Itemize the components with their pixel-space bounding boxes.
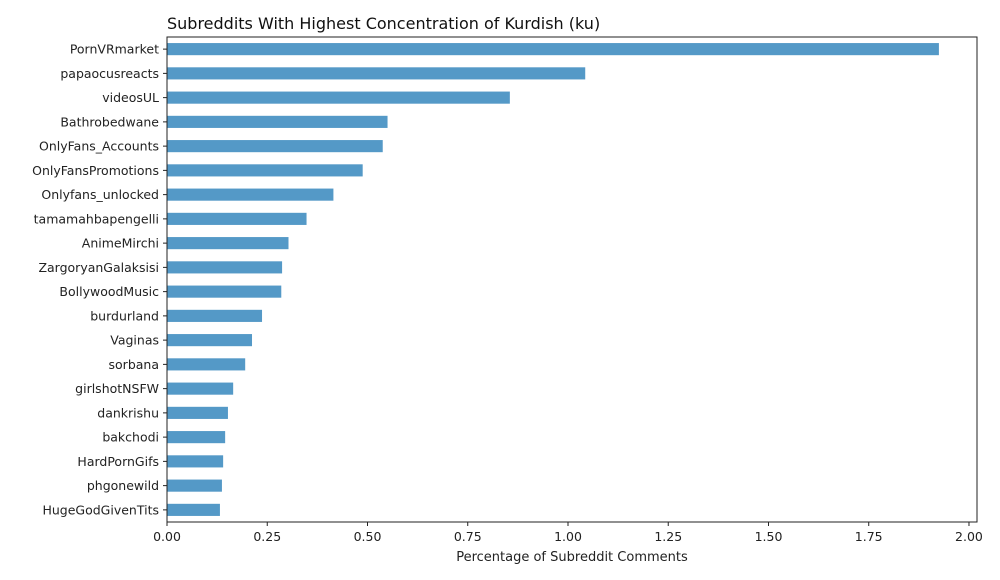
x-tick-label: 1.00 xyxy=(554,529,582,544)
y-tick-label: PornVRmarket xyxy=(70,42,159,57)
bar-HardPornGifs xyxy=(167,455,224,468)
y-tick-label: papaocusreacts xyxy=(60,66,159,81)
x-tick-label: 1.25 xyxy=(654,529,682,544)
y-tick-label: sorbana xyxy=(109,357,159,372)
y-tick-label: ZargoryanGalaksisi xyxy=(38,260,159,275)
bar-sorbana xyxy=(167,358,246,371)
bar-dankrishu xyxy=(167,406,228,419)
chart-title: Subreddits With Highest Concentration of… xyxy=(167,14,600,33)
x-tick-label: 2.00 xyxy=(955,529,983,544)
bar-papaocusreacts xyxy=(167,67,586,80)
y-tick-label: dankrishu xyxy=(97,405,159,420)
y-tick-label: burdurland xyxy=(90,308,159,323)
y-tick-label: AnimeMirchi xyxy=(82,236,159,251)
x-axis-title: Percentage of Subreddit Comments xyxy=(456,550,688,565)
y-tick-label: Bathrobedwane xyxy=(60,114,159,129)
bar-Bathrobedwane xyxy=(167,115,388,128)
y-tick-label: Onlyfans_unlocked xyxy=(41,187,159,202)
y-tick-label: HugeGodGivenTits xyxy=(42,502,159,517)
y-tick-label: bakchodi xyxy=(102,430,159,445)
bar-tamamahbapengelli xyxy=(167,212,307,225)
y-axis-ticks: PornVRmarket papaocusreacts videosUL Bathro… xyxy=(32,42,167,517)
bar-AnimeMirchi xyxy=(167,237,289,250)
bar-PornVRmarket xyxy=(167,43,939,56)
x-tick-label: 0.50 xyxy=(354,529,382,544)
bar-bakchodi xyxy=(167,431,226,444)
bar-burdurland xyxy=(167,309,263,322)
y-tick-label: HardPornGifs xyxy=(77,454,159,469)
x-tick-label: 1.75 xyxy=(855,529,883,544)
bar-ZargoryanGalaksisi xyxy=(167,261,283,274)
y-tick-label: OnlyFans_Accounts xyxy=(39,139,159,154)
bar-Onlyfans_unlocked xyxy=(167,188,334,201)
x-tick-label: 0.25 xyxy=(253,529,281,544)
y-tick-label: phgonewild xyxy=(87,478,159,493)
y-tick-label: Vaginas xyxy=(110,333,159,348)
bar-Vaginas xyxy=(167,334,253,347)
y-tick-label: BollywoodMusic xyxy=(59,284,159,299)
y-tick-label: girlshotNSFW xyxy=(75,381,159,396)
plot-frame xyxy=(166,36,978,523)
y-tick-label: OnlyFansPromotions xyxy=(32,163,159,178)
bar-videosUL xyxy=(167,91,510,104)
bar-OnlyFans_Accounts xyxy=(167,140,383,153)
x-tick-label: 0.75 xyxy=(454,529,482,544)
bar-girlshotNSFW xyxy=(167,382,234,395)
y-tick-label: tamamahbapengelli xyxy=(34,211,159,226)
bar-OnlyFansPromotions xyxy=(167,164,363,177)
bar-phgonewild xyxy=(167,479,222,492)
x-tick-label: 1.50 xyxy=(755,529,783,544)
bars-group xyxy=(167,43,939,516)
bar-HugeGodGivenTits xyxy=(167,503,220,516)
x-axis-ticks: 0.00 0.25 0.50 0.75 1.00 1.25 1.50 1.75 2.00 xyxy=(153,522,983,544)
bar-BollywoodMusic xyxy=(167,285,282,298)
y-tick-label: videosUL xyxy=(102,90,159,105)
x-tick-label: 0.00 xyxy=(153,529,181,544)
